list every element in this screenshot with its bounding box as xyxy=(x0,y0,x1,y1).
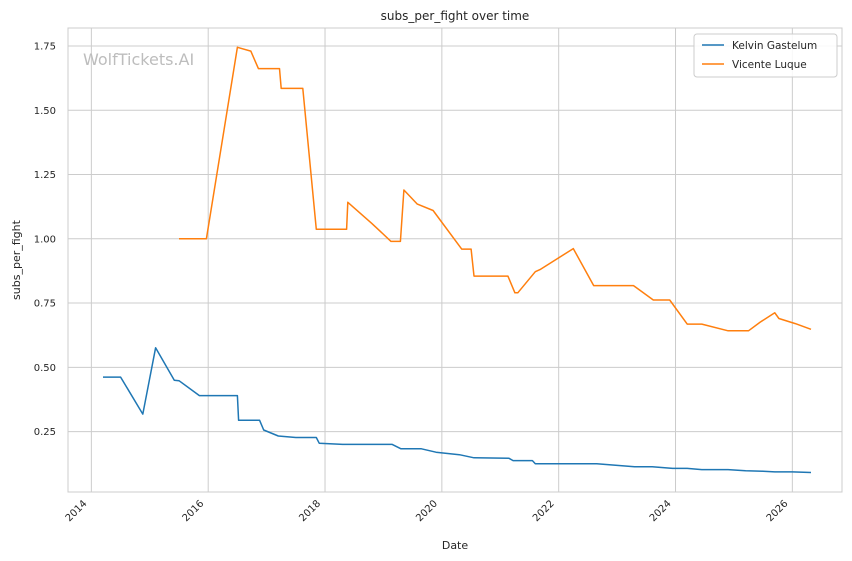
y-tick-label: 0.75 xyxy=(34,299,56,310)
legend-label-vicente-luque: Vicente Luque xyxy=(732,59,807,71)
watermark: WolfTickets.AI xyxy=(83,50,194,69)
y-tick-label: 1.75 xyxy=(34,41,56,52)
y-tick-label: 1.25 xyxy=(34,170,56,181)
series-line-kelvin-gastelum xyxy=(103,347,812,474)
legend: Kelvin Gastelum Vicente Luque xyxy=(693,33,838,78)
legend-label-kelvin-gastelum: Kelvin Gastelum xyxy=(732,40,817,52)
plot-area-frame xyxy=(67,27,843,493)
series-layer xyxy=(103,46,812,474)
legend-box xyxy=(693,33,838,78)
x-axis-label: Date xyxy=(442,539,469,552)
y-tick-label: 1.00 xyxy=(34,234,56,245)
chart-title: subs_per_fight over time xyxy=(381,9,530,23)
y-tick-label: 0.25 xyxy=(34,427,56,438)
y-axis-label: subs_per_fight xyxy=(10,219,23,300)
y-axis-ticks: 0.25 0.50 0.75 1.00 1.25 1.50 1.75 xyxy=(34,41,56,438)
y-tick-label: 1.50 xyxy=(34,106,56,117)
series-line-vicente-luque xyxy=(179,46,812,332)
y-tick-label: 0.50 xyxy=(34,363,56,374)
